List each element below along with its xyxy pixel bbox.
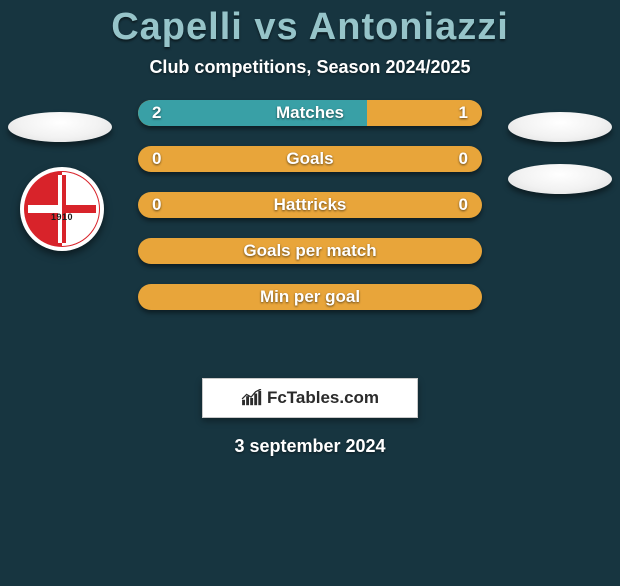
team-badge-year: 1910 xyxy=(20,212,104,222)
stat-row: 00Hattricks xyxy=(138,192,482,218)
stat-label: Min per goal xyxy=(138,284,482,310)
stat-row: 21Matches xyxy=(138,100,482,126)
page-title: Capelli vs Antoniazzi xyxy=(0,6,620,49)
stat-label: Goals xyxy=(138,146,482,172)
stat-label: Goals per match xyxy=(138,238,482,264)
player-photo-right-placeholder xyxy=(508,112,612,142)
stat-row: Min per goal xyxy=(138,284,482,310)
stat-label: Matches xyxy=(138,100,482,126)
stat-row: Goals per match xyxy=(138,238,482,264)
team-badge-right-placeholder xyxy=(508,164,612,194)
stat-bars: 21Matches 00Goals 00Hattricks Goals per mat… xyxy=(138,100,482,330)
page-date: 3 september 2024 xyxy=(0,436,620,457)
player-photo-left-placeholder xyxy=(8,112,112,142)
source-badge[interactable]: FcTables.com xyxy=(202,378,418,418)
bars-icon xyxy=(241,389,263,407)
source-text: FcTables.com xyxy=(267,388,379,408)
stat-label: Hattricks xyxy=(138,192,482,218)
page-subtitle: Club competitions, Season 2024/2025 xyxy=(0,57,620,78)
team-badge-left: 1910 xyxy=(20,167,104,251)
stat-row: 00Goals xyxy=(138,146,482,172)
